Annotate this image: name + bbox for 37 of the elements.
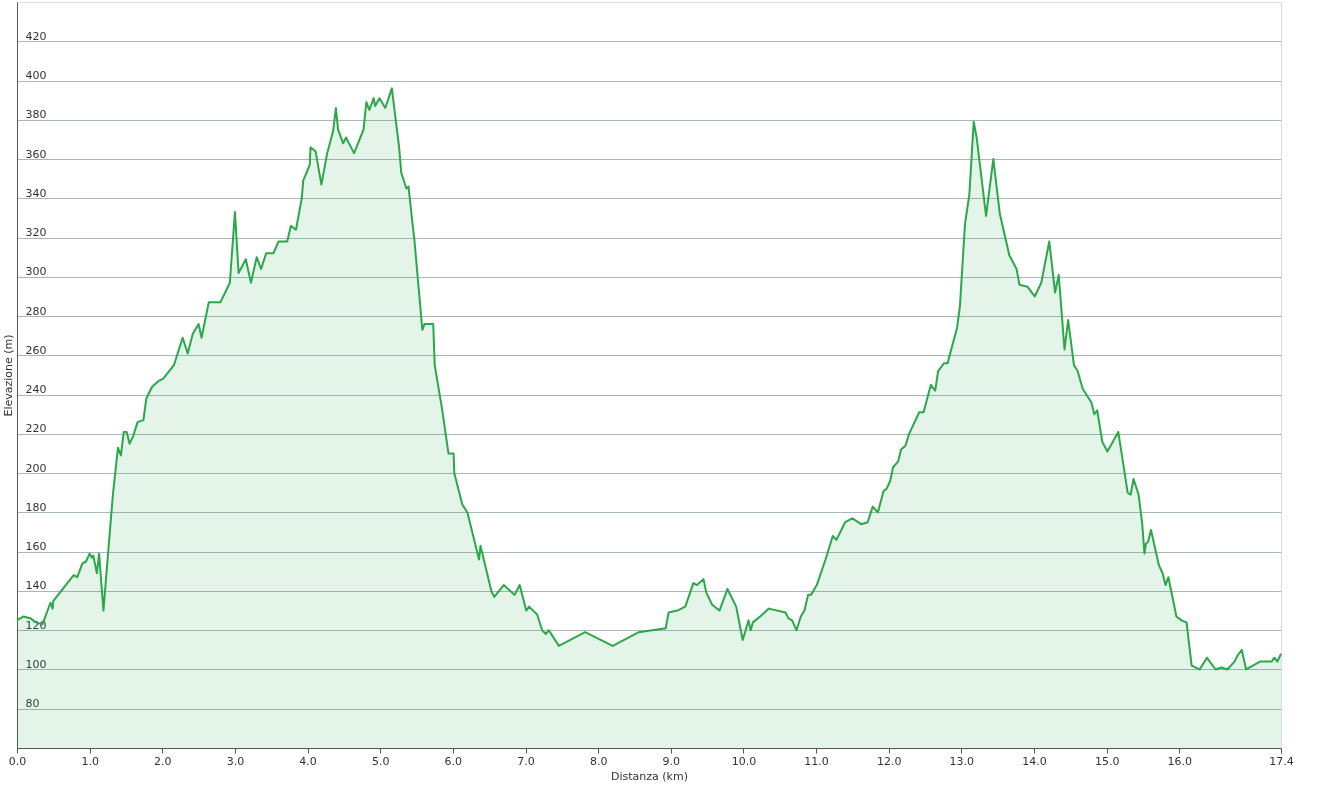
x-tick-label: 1.0 bbox=[81, 754, 99, 768]
x-tick-label: 15.0 bbox=[1094, 754, 1120, 768]
x-tick-label: 9.0 bbox=[662, 754, 681, 768]
y-tick-label: 140 bbox=[25, 579, 47, 593]
y-tick-label: 320 bbox=[25, 226, 47, 240]
x-axis-title: Distanza (km) bbox=[611, 769, 688, 783]
y-tick-label: 180 bbox=[25, 500, 47, 514]
y-tick-label: 220 bbox=[25, 422, 47, 436]
x-tick-label: 7.0 bbox=[517, 754, 535, 768]
x-tick-label: 8.0 bbox=[589, 754, 608, 768]
x-tick-label: 13.0 bbox=[949, 754, 975, 768]
y-tick-label: 360 bbox=[25, 147, 47, 161]
x-tick-label: 11.0 bbox=[804, 754, 829, 768]
x-tick-label: 0.0 bbox=[8, 754, 27, 768]
y-axis-title: Elevazione (m) bbox=[1, 334, 15, 417]
x-tick-label: 2.0 bbox=[154, 754, 172, 768]
x-tick-label: 12.0 bbox=[876, 754, 902, 768]
y-tick-label: 400 bbox=[25, 69, 47, 83]
x-tick-label: 10.0 bbox=[731, 754, 757, 768]
y-tick-label: 420 bbox=[25, 29, 47, 43]
x-tick-label: 3.0 bbox=[226, 754, 245, 768]
x-tick-label: 5.0 bbox=[371, 754, 390, 768]
y-tick-label: 300 bbox=[25, 265, 47, 279]
x-tick-label: 4.0 bbox=[299, 754, 317, 768]
x-tick-label: 14.0 bbox=[1022, 754, 1047, 768]
x-tick-label: 16.0 bbox=[1167, 754, 1193, 768]
y-tick-label: 340 bbox=[25, 186, 47, 200]
y-tick-label: 380 bbox=[25, 108, 47, 122]
y-tick-label: 280 bbox=[25, 304, 47, 318]
x-tick-label: 17.4 bbox=[1269, 754, 1294, 768]
y-tick-label: 160 bbox=[25, 540, 47, 554]
y-tick-label: 240 bbox=[25, 383, 47, 397]
x-tick-label: 6.0 bbox=[444, 754, 463, 768]
y-tick-label: 100 bbox=[25, 657, 47, 671]
y-tick-label: 80 bbox=[25, 697, 40, 711]
y-tick-label: 260 bbox=[25, 343, 47, 357]
y-tick-label: 200 bbox=[25, 461, 47, 475]
